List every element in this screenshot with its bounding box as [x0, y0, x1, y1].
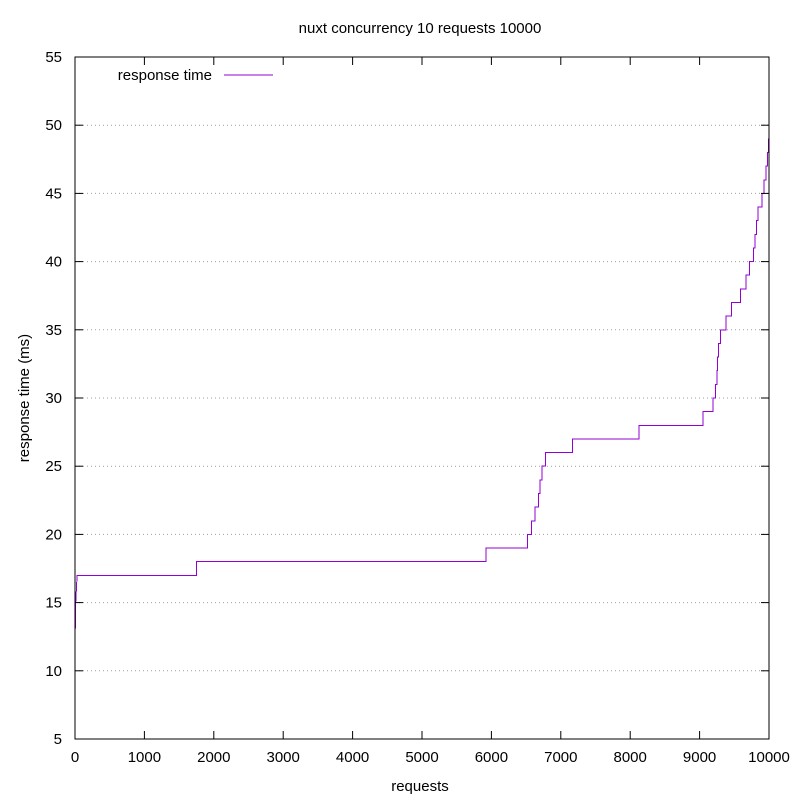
axis-tick-labels: 5 10 15 20 25 30 35 40 45 50 55 0 1000 2000 3000 4000 50… — [45, 49, 790, 766]
series-layer — [74, 138, 769, 644]
y-axis-label: response time (ms) — [16, 334, 33, 462]
chart-title: nuxt concurrency 10 requests 10000 — [299, 20, 542, 37]
grid-lines — [75, 124, 769, 672]
x-tick-label: 5000 — [405, 749, 438, 766]
legend-label: response time — [118, 67, 212, 84]
y-tick-label: 20 — [45, 526, 62, 543]
x-tick-label: 7000 — [544, 749, 577, 766]
y-tick-label: 25 — [45, 458, 62, 475]
y-tick-label: 30 — [45, 390, 62, 407]
x-tick-label: 10000 — [748, 749, 790, 766]
y-tick-label: 55 — [45, 49, 62, 66]
y-tick-label: 10 — [45, 663, 62, 680]
y-tick-label: 40 — [45, 254, 62, 271]
y-tick-label: 45 — [45, 185, 62, 202]
x-tick-label: 6000 — [475, 749, 508, 766]
y-tick-label: 35 — [45, 322, 62, 339]
x-axis-label: requests — [391, 778, 449, 795]
series-line — [74, 138, 769, 644]
y-tick-label: 50 — [45, 117, 62, 134]
axis-ticks — [74, 56, 770, 740]
x-tick-label: 2000 — [197, 749, 230, 766]
x-tick-label: 0 — [71, 749, 79, 766]
y-tick-label: 15 — [45, 595, 62, 612]
x-tick-label: 1000 — [128, 749, 161, 766]
y-tick-label: 5 — [54, 731, 62, 748]
x-tick-label: 8000 — [614, 749, 647, 766]
legend: response time — [118, 67, 273, 84]
x-tick-label: 9000 — [683, 749, 716, 766]
x-tick-label: 3000 — [267, 749, 300, 766]
x-tick-label: 4000 — [336, 749, 369, 766]
